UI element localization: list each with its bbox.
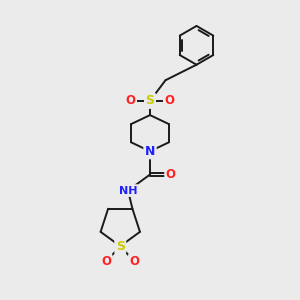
Text: NH: NH [119, 186, 137, 196]
Text: O: O [166, 168, 176, 181]
Text: O: O [126, 94, 136, 107]
Text: S: S [116, 240, 125, 253]
Text: S: S [146, 94, 154, 107]
Text: O: O [130, 255, 140, 268]
Text: N: N [145, 145, 155, 158]
Text: O: O [101, 255, 111, 268]
Text: O: O [164, 94, 174, 107]
